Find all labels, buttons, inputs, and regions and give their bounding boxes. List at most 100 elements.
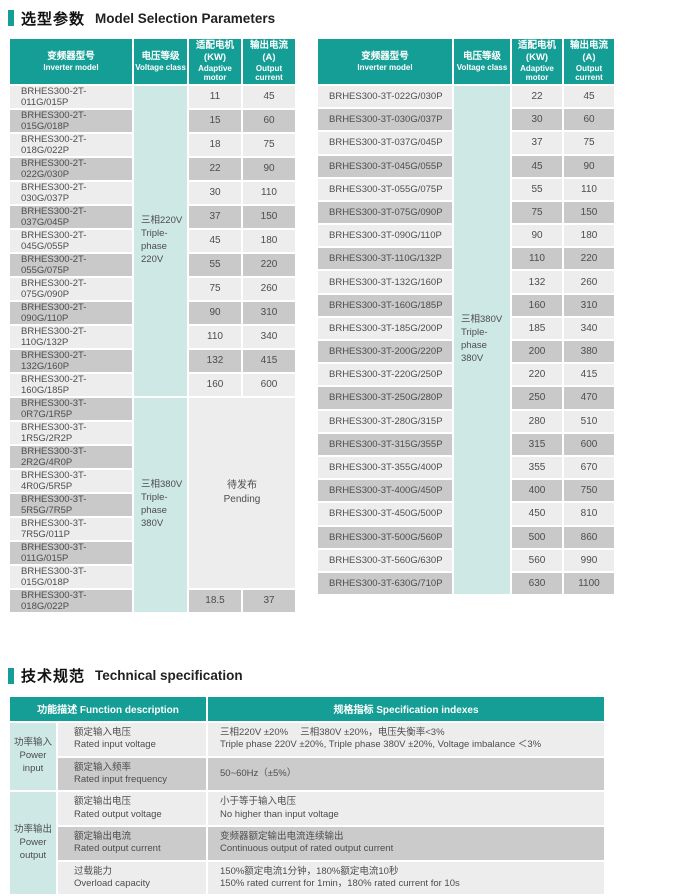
motor-cell: 132: [189, 349, 241, 372]
motor-cell: 220: [512, 364, 562, 386]
motor-cell: 200: [512, 341, 562, 363]
function-description-header: 功能描述 Function description: [10, 696, 206, 721]
table-row: BRHES300-3T-355G/400P 355 670: [318, 456, 614, 479]
spec-row: 功率输入 Power input 额定输入电压 Rated input voltage…: [10, 722, 604, 791]
voltage-class-line: phase 380V: [461, 340, 487, 364]
motor-cell: 250: [512, 387, 562, 409]
voltage-class-line: Triple-: [141, 492, 168, 504]
section-title-technical-spec: 技术规范 Technical specification: [8, 666, 675, 686]
spec-desc-cn: 过载能力: [74, 865, 113, 877]
table-row: BRHES300-3T-250G/280P 250 470: [318, 387, 614, 409]
model-cell: BRHES300-2T-055G/075P: [10, 253, 132, 276]
spec-group-cn: 功率输出: [13, 824, 52, 836]
model-cell: BRHES300-3T-018G/022P: [10, 589, 132, 612]
spec-group-cell: 功率输入 Power input: [10, 722, 56, 791]
title-accent-bar: [8, 10, 14, 26]
spec-desc-en: Rated output voltage: [74, 808, 162, 820]
model-cell: BRHES300-3T-1R5G/2R2P: [10, 421, 132, 444]
spec-value-line: 150% rated current for 1min，180% rated c…: [220, 878, 460, 890]
table-row: BRHES300-3T-037G/045P 37 75: [318, 132, 614, 154]
voltage-class-line: 三相220V: [141, 215, 183, 227]
title-accent-bar: [8, 667, 14, 684]
table-row: BRHES300-3T-018G/022P 18.5 37: [10, 589, 295, 612]
table-row: BRHES300-3T-200G/220P 200 380: [318, 341, 614, 363]
current-cell: 470: [564, 387, 614, 409]
current-cell: 750: [564, 480, 614, 502]
motor-cell: 22: [189, 157, 241, 180]
table-row: BRHES300-3T-090G/110P 90 180: [318, 225, 614, 247]
model-cell: BRHES300-3T-630G/710P: [318, 572, 452, 595]
motor-cell: 75: [189, 277, 241, 300]
pending-cell: 待发布 Pending: [189, 397, 295, 588]
motor-cell: 55: [189, 253, 241, 276]
spec-desc-cn: 额定输出电压: [74, 796, 132, 808]
model-cell: BRHES300-2T-045G/055P: [10, 229, 132, 252]
motor-cell: 30: [512, 109, 562, 131]
table-row: BRHES300-3T-1R5G/2R2P: [10, 421, 295, 444]
spec-value-line: 三相220V ±20% 三相380V ±20%，电压失衡率<3%: [220, 726, 445, 738]
current-cell: 45: [243, 85, 295, 108]
table-row: BRHES300-2T-075G/090P 75 260: [10, 277, 295, 300]
model-cell: BRHES300-3T-2R2G/4R0P: [10, 445, 132, 468]
spec-group-en: Power output: [19, 836, 47, 861]
section-title-cn: 选型参数: [21, 10, 86, 28]
current-cell: 415: [564, 364, 614, 386]
motor-cell: 45: [189, 229, 241, 252]
model-cell: BRHES300-3T-055G/075P: [318, 178, 452, 200]
spec-desc-cell: 额定输入电压 Rated input voltage: [58, 722, 206, 756]
model-cell: BRHES300-2T-090G/110P: [10, 301, 132, 324]
table-row: BRHES300-3T-2R2G/4R0P: [10, 445, 295, 468]
section-title-en: Technical specification: [95, 668, 243, 684]
motor-cell: 160: [512, 294, 562, 316]
current-cell: 340: [564, 317, 614, 339]
spec-value-line: 变频器额定输出电流连续输出: [220, 831, 344, 842]
spec-group-cn: 功率输入: [13, 737, 52, 749]
spec-value-cell: 150%额定电流1分钟，180%额定电流10秒 150% rated curren…: [208, 861, 604, 895]
table-row: BRHES300-3T-315G/355P 315 600: [318, 433, 614, 455]
motor-cell: 355: [512, 456, 562, 479]
motor-cell: 110: [512, 248, 562, 270]
table-row: BRHES300-3T-0R7G/1R5P 三相380V Triple-phase …: [10, 397, 295, 612]
current-cell: 600: [564, 433, 614, 455]
model-cell: BRHES300-3T-110G/132P: [318, 248, 452, 270]
table-row: BRHES300-3T-5R5G/7R5P: [10, 493, 295, 516]
table-row: BRHES300-3T-400G/450P 400 750: [318, 480, 614, 502]
voltage-class-line: Triple-: [141, 228, 168, 240]
current-cell: 220: [564, 248, 614, 270]
motor-cell: 90: [512, 225, 562, 247]
column-header-cn: 输出电流(A): [569, 40, 608, 63]
model-cell: BRHES300-3T-220G/250P: [318, 364, 452, 386]
table-row: BRHES300-2T-090G/110P 90 310: [10, 301, 295, 324]
spec-row: 过载能力 Overload capacity 150%额定电流1分钟，180%额定电…: [10, 861, 604, 895]
current-cell: 90: [564, 155, 614, 177]
current-cell: 670: [564, 456, 614, 479]
table-row: BRHES300-3T-011G/015P: [10, 541, 295, 564]
motor-cell: 55: [512, 178, 562, 200]
table-row: BRHES300-3T-160G/185P 160 310: [318, 294, 614, 316]
current-cell: 150: [243, 205, 295, 228]
model-cell: BRHES300-3T-015G/018P: [10, 565, 132, 588]
model-cell: BRHES300-2T-011G/015P: [10, 85, 132, 108]
model-cell: BRHES300-3T-090G/110P: [318, 225, 452, 247]
model-table-left: 变频器型号 Inverter model 电压等级 Voltage class 适配电机…: [8, 37, 297, 614]
table-row: BRHES300-2T-011G/015P 三相220V Triple-phase …: [10, 85, 295, 396]
motor-cell: 185: [512, 317, 562, 339]
spec-value-cell: 变频器额定输出电流连续输出 Continuous output of rated …: [208, 827, 604, 860]
column-header-en: Adaptive motor: [198, 63, 232, 83]
model-cell: BRHES300-3T-560G/630P: [318, 549, 452, 571]
spec-desc-en: Rated input frequency: [74, 773, 167, 785]
column-header: 电压等级 Voltage class: [454, 39, 510, 84]
motor-cell: 11: [189, 85, 241, 108]
voltage-class-cell: 三相380V Triple-phase 380V: [454, 85, 510, 595]
motor-cell: 400: [512, 480, 562, 502]
model-cell: BRHES300-3T-7R5G/011P: [10, 517, 132, 540]
motor-cell: 15: [189, 109, 241, 132]
spec-desc-cell: 额定输入频率 Rated input frequency: [58, 757, 206, 791]
model-cell: BRHES300-3T-030G/037P: [318, 109, 452, 131]
motor-cell: 30: [189, 181, 241, 204]
model-cell: BRHES300-3T-355G/400P: [318, 456, 452, 479]
spec-desc-cell: 额定输出电压 Rated output voltage: [58, 792, 206, 825]
current-cell: 180: [564, 225, 614, 247]
spec-value-line: Triple phase 220V ±20%, Triple phase 380…: [220, 739, 542, 751]
section-title-en: Model Selection Parameters: [95, 10, 276, 26]
